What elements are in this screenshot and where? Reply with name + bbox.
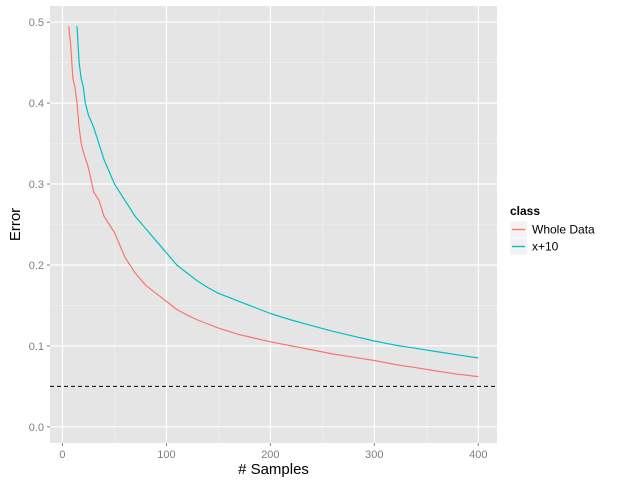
x-tick-label: 100 xyxy=(157,449,175,461)
y-tick-label: 0.1 xyxy=(29,341,44,353)
x-axis-title: # Samples xyxy=(238,461,309,478)
y-tick-label: 0.5 xyxy=(29,17,44,29)
x-tick-label: 200 xyxy=(261,449,279,461)
legend: class Whole Data x+10 xyxy=(509,204,595,256)
y-tick-label: 0.0 xyxy=(29,422,44,434)
y-axis-title: Error xyxy=(7,208,24,241)
series-1 xyxy=(76,26,479,359)
x-tick-label: 400 xyxy=(469,449,487,461)
y-tick-label: 0.3 xyxy=(29,179,44,191)
series-line xyxy=(76,26,479,359)
x-tick-label: 0 xyxy=(59,449,65,461)
series-0 xyxy=(68,26,479,378)
legend-label: Whole Data xyxy=(532,223,595,237)
legend-item: x+10 xyxy=(509,237,559,256)
series-line xyxy=(68,26,479,378)
legend-item: Whole Data xyxy=(509,220,595,239)
legend-title: class xyxy=(510,204,540,218)
y-axis-ticks: 0.0 0.1 0.2 0.3 0.4 0.5 xyxy=(29,17,50,434)
y-tick-label: 0.2 xyxy=(29,260,44,272)
x-tick-label: 300 xyxy=(365,449,383,461)
major-gridlines xyxy=(50,6,497,443)
x-axis-ticks: 0 100 200 300 400 xyxy=(59,443,487,461)
legend-label: x+10 xyxy=(532,240,559,254)
y-tick-label: 0.4 xyxy=(29,98,44,110)
minor-gridlines xyxy=(50,6,497,443)
series-layer xyxy=(68,26,479,378)
